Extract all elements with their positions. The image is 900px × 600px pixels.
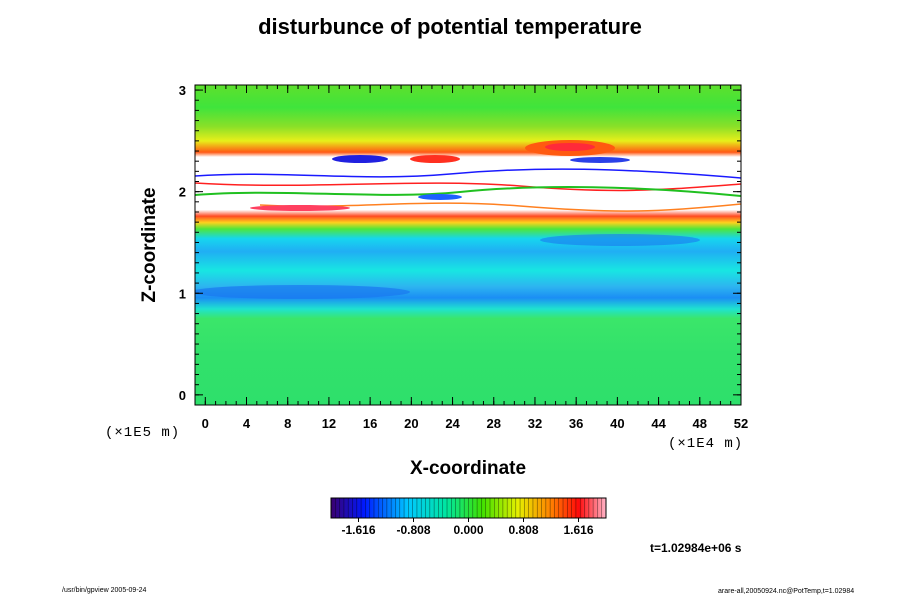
streak-1: [195, 168, 741, 179]
colorbar-tick-label: -1.616: [341, 523, 375, 537]
x-tick-label: 20: [404, 416, 418, 431]
x-tick-label: 52: [734, 416, 748, 431]
cold-anomaly-1: [332, 155, 388, 163]
warm-anomaly-core: [545, 143, 595, 151]
streak-3: [195, 186, 741, 197]
cold-streak: [418, 194, 462, 200]
plot-border: [194, 84, 742, 406]
warm-anomaly-2: [410, 155, 460, 163]
y-axis-ticks: 0 1 2 3: [179, 83, 741, 406]
footer-source: arare-all,20050924.nc@PotTemp,t=1.02984: [718, 588, 855, 595]
y-axis-label: Z-coordinate: [139, 187, 160, 303]
y-axis-unit: (×1E5 m): [105, 425, 181, 441]
y-tick-label: 1: [179, 286, 186, 301]
x-tick-label: 4: [243, 416, 251, 431]
x-tick-label: 40: [610, 416, 624, 431]
y-tick-label: 0: [179, 388, 186, 403]
x-tick-label: 0: [202, 416, 209, 431]
x-axis-label: X-coordinate: [409, 458, 527, 479]
warm-streak: [250, 205, 350, 211]
colorbar-tick-label: -0.808: [396, 523, 430, 537]
x-tick-label: 32: [528, 416, 542, 431]
x-tick-label: 24: [445, 416, 460, 431]
x-tick-label: 16: [363, 416, 377, 431]
colorbar-tick-label: 0.808: [508, 523, 538, 537]
x-tick-label: 36: [569, 416, 583, 431]
footer-command: /usr/bin/gpview 2005-09-24: [62, 587, 147, 594]
heatmap-field: [195, 85, 741, 405]
x-tick-label: 28: [487, 416, 501, 431]
cold-band-1: [195, 285, 410, 299]
plot-frame: [194, 84, 742, 406]
colorbar-tick-label: 0.000: [453, 523, 483, 537]
y-tick-label: 3: [179, 83, 186, 98]
x-axis-ticks: 0 4 8 12 16 20 24 28 32 36 40 44 48 52: [194, 85, 748, 431]
x-tick-label: 12: [322, 416, 336, 431]
time-label: t=1.02984e+06 s: [650, 541, 742, 555]
x-tick-label: 48: [693, 416, 707, 431]
chart-title: disturbunce of potential temperature: [258, 14, 642, 39]
colorbar-stripes: [334, 498, 603, 518]
colorbar-tick-label: 1.616: [563, 523, 593, 537]
cold-anomaly-2: [570, 157, 630, 163]
y-tick-label: 2: [179, 185, 186, 200]
cold-band-2: [540, 234, 700, 246]
x-axis-unit: (×1E4 m): [668, 436, 744, 452]
colorbar-ticks: -1.616 -0.808 0.000 0.808 1.616: [341, 518, 594, 537]
x-tick-label: 8: [284, 416, 291, 431]
x-tick-label: 44: [651, 416, 666, 431]
